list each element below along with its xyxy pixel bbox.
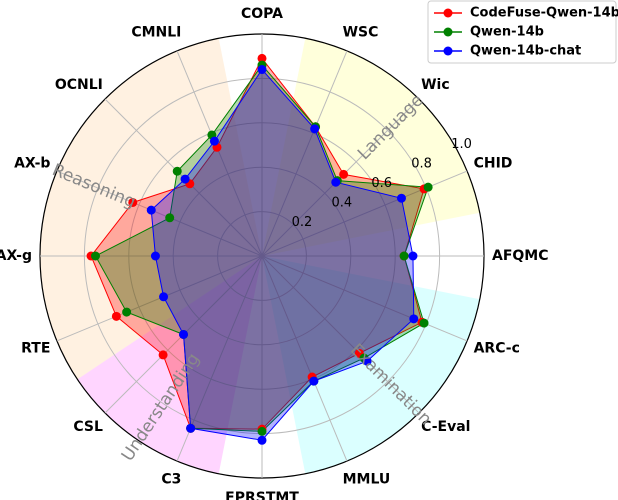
series-marker (423, 182, 433, 192)
series-marker (409, 314, 419, 324)
series-marker (396, 193, 406, 203)
series-marker (91, 251, 100, 261)
series-marker (257, 53, 267, 63)
r-tick-label: 0.8 (411, 157, 432, 172)
group-sector (77, 256, 262, 474)
category-label: CHID (474, 155, 513, 171)
series-marker (122, 307, 132, 317)
category-label: Wic (421, 77, 450, 93)
series-marker (165, 213, 175, 223)
grid-spoke (261, 170, 468, 257)
r-tick-label: 1.0 (451, 137, 472, 152)
category-label: AX-g (0, 248, 32, 264)
category-label: C3 (161, 472, 181, 488)
category-label: C-Eval (421, 419, 470, 435)
series-marker (408, 251, 418, 261)
category-label: OCNLI (55, 77, 103, 93)
grid-spoke (261, 50, 348, 257)
series-marker (257, 65, 267, 75)
series-marker (158, 350, 168, 360)
series-marker (179, 329, 189, 339)
series-marker (159, 292, 169, 302)
legend-label: Qwen-14b-chat (470, 44, 581, 59)
series-marker (172, 166, 182, 176)
category-label: COPA (241, 6, 283, 22)
series-marker (362, 356, 372, 366)
series-marker (146, 205, 156, 215)
legend-marker (443, 46, 453, 56)
category-label: EPRSTMT (225, 490, 299, 500)
legend: CodeFuse-Qwen-14b Qwen-14b Qwen-14b-chat (427, 0, 618, 64)
legend-marker (443, 8, 453, 18)
category-label: CSL (73, 419, 103, 435)
grid-spoke (261, 255, 468, 342)
series-marker (309, 376, 319, 386)
legend-label: Qwen-14b (470, 25, 544, 40)
series-marker (128, 197, 138, 207)
r-tick-label: 0.4 (331, 196, 352, 211)
category-label: WSC (343, 24, 379, 40)
legend-marker (443, 27, 453, 37)
series-marker (257, 435, 267, 445)
series-marker (186, 423, 196, 433)
grid-spoke (56, 170, 263, 257)
series-marker (111, 311, 121, 321)
series-marker (180, 174, 190, 184)
series-marker (399, 251, 409, 261)
category-label: MMLU (343, 472, 391, 488)
legend-box (427, 0, 617, 64)
series-marker (150, 251, 160, 261)
r-tick-label: 0.2 (292, 215, 313, 230)
r-tick-label: 0.6 (371, 176, 392, 191)
grid-spoke (176, 50, 263, 257)
grid-spoke (261, 255, 420, 414)
category-label: AFQMC (492, 248, 549, 264)
category-label: AX-b (14, 155, 50, 171)
category-label: RTE (21, 341, 50, 357)
series-marker (209, 136, 219, 146)
series-marker (310, 124, 320, 134)
grid-spoke (261, 255, 348, 462)
series-marker (339, 169, 349, 179)
series-marker (257, 426, 267, 436)
category-label: CMNLI (131, 24, 181, 40)
series-marker (331, 177, 341, 187)
series-marker (419, 318, 429, 328)
category-label: ARC-c (474, 341, 520, 357)
legend-label: CodeFuse-Qwen-14b (470, 6, 618, 21)
